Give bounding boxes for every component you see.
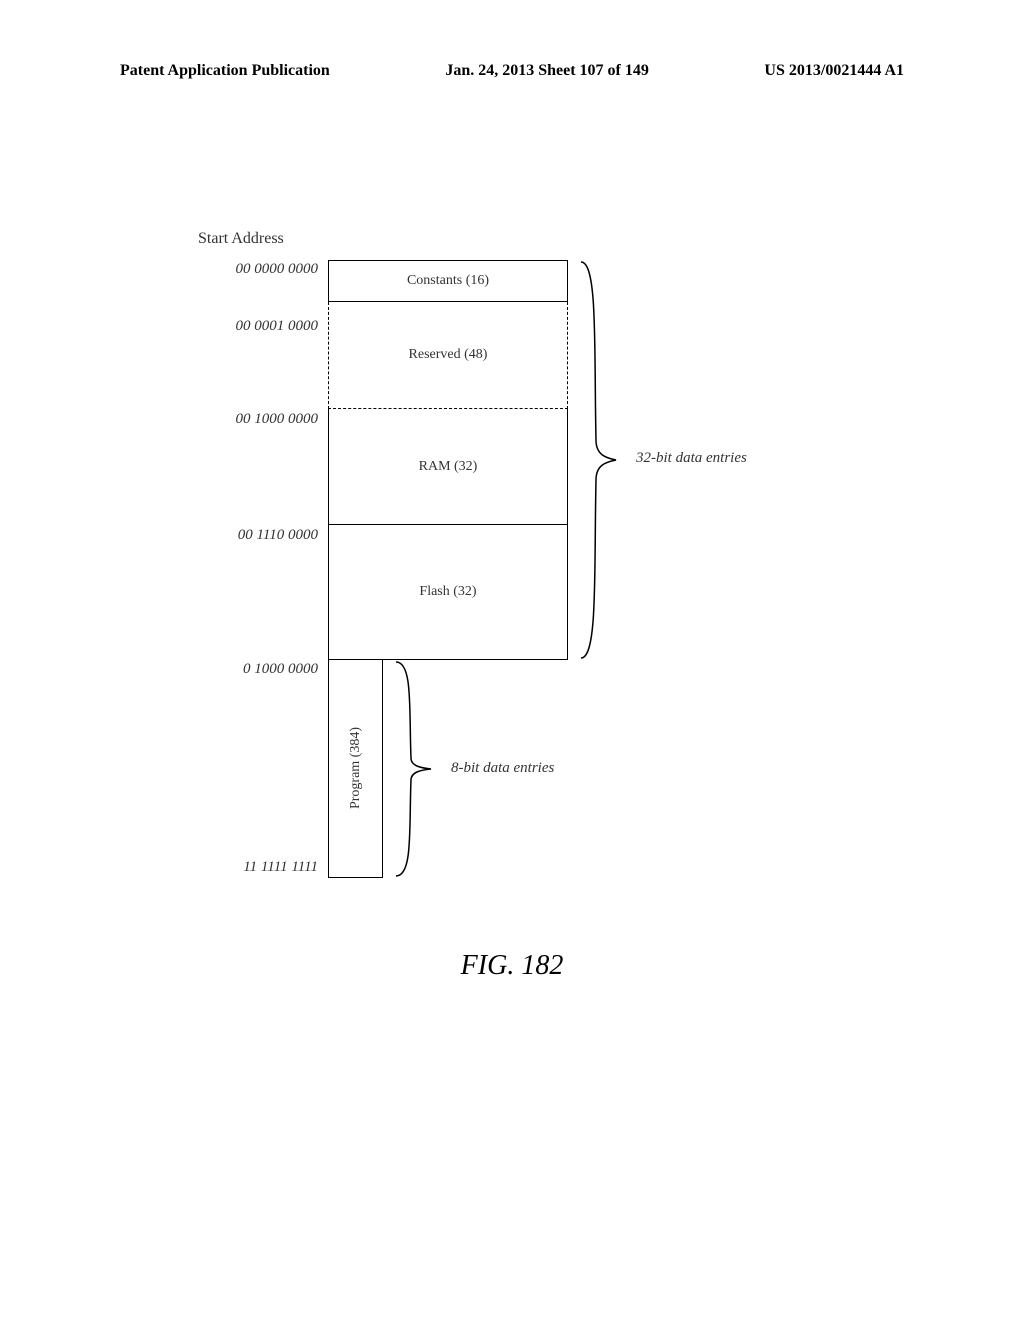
block-program: Program (384): [328, 660, 383, 878]
address-label: 00 1110 0000: [148, 527, 318, 544]
curly-brace-icon: [391, 660, 441, 878]
brace-32bit: 32-bit data entries: [576, 260, 626, 660]
diagram-title: Start Address: [198, 230, 284, 248]
memory-stack: Constants (16) Reserved (48) RAM (32) Fl…: [328, 260, 568, 878]
block-reserved: Reserved (48): [328, 302, 568, 409]
address-label: 0 1000 0000: [148, 661, 318, 678]
address-label: 00 1000 0000: [148, 411, 318, 428]
header-left: Patent Application Publication: [120, 62, 330, 80]
block-flash: Flash (32): [328, 525, 568, 660]
address-label: 11 1111 1111: [148, 859, 318, 876]
program-label: Program (384): [348, 727, 364, 809]
block-ram: RAM (32): [328, 409, 568, 525]
brace-32bit-label: 32-bit data entries: [636, 450, 747, 467]
block-constants: Constants (16): [328, 260, 568, 302]
header-center: Jan. 24, 2013 Sheet 107 of 149: [445, 62, 649, 80]
header-right: US 2013/0021444 A1: [764, 62, 904, 80]
brace-8bit: 8-bit data entries: [391, 660, 441, 878]
page-header: Patent Application Publication Jan. 24, …: [0, 62, 1024, 80]
address-label: 00 0001 0000: [148, 318, 318, 335]
figure-caption: FIG. 182: [0, 950, 1024, 982]
brace-8bit-label: 8-bit data entries: [451, 760, 554, 777]
address-label: 00 0000 0000: [148, 261, 318, 278]
curly-brace-icon: [576, 260, 626, 660]
